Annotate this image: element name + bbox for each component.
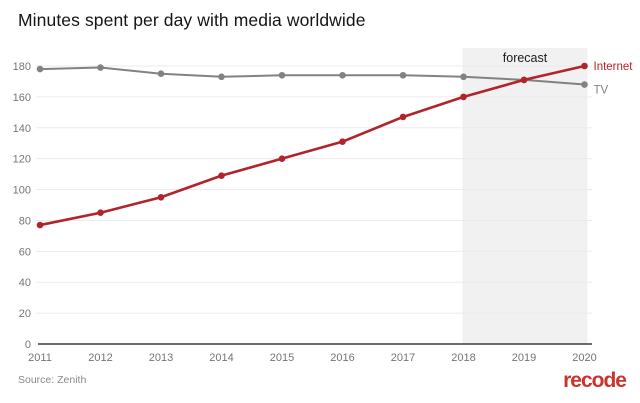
tv-point [339,71,346,79]
internet-point [157,193,165,201]
y-tick-label: 120 [13,154,31,166]
x-tick-label: 2013 [149,352,173,364]
x-tick-label: 2019 [512,352,536,364]
tv-point [278,71,286,79]
tv-point [97,64,104,71]
internet-point [218,172,225,179]
chart-title: Minutes spent per day with media worldwi… [18,10,366,30]
forecast-label: forecast [503,51,548,65]
series-label-internet: Internet [594,61,634,73]
y-tick-label: 160 [13,92,31,104]
y-tick-label: 60 [19,246,31,258]
tv-point [399,71,407,79]
internet-point [520,76,528,84]
y-tick-label: 80 [19,215,31,227]
internet-point [278,155,286,162]
tv-point [218,73,225,81]
internet-point [97,209,104,217]
internet-point [460,93,467,101]
tv-point [581,81,588,88]
internet-point [339,138,346,145]
internet-point [399,113,407,121]
tv-point [460,73,467,81]
x-tick-label: 2012 [88,352,112,364]
internet-point [581,62,588,70]
tv-point [36,65,44,73]
x-tick-label: 2016 [330,352,354,364]
x-tick-label: 2017 [391,352,415,364]
source-label: Source: Zenith [18,374,87,386]
x-tick-label: 2018 [451,352,475,364]
x-tick-label: 2015 [270,352,294,364]
y-tick-label: 100 [13,185,31,197]
internet-point [36,221,44,229]
x-tick-label: 2014 [209,352,233,364]
tv-line [39,66,586,86]
y-tick-label: 0 [25,339,31,351]
y-tick-label: 20 [19,308,31,320]
y-tick-label: 180 [13,61,31,73]
recode-logo: recode [563,369,627,392]
tv-point [157,70,165,78]
y-tick-label: 40 [19,277,31,289]
internet-line [38,64,586,227]
x-tick-label: 2011 [28,352,52,364]
series-label-tv: TV [594,85,609,97]
y-tick-label: 140 [13,123,31,135]
x-tick-label: 2020 [572,352,596,364]
